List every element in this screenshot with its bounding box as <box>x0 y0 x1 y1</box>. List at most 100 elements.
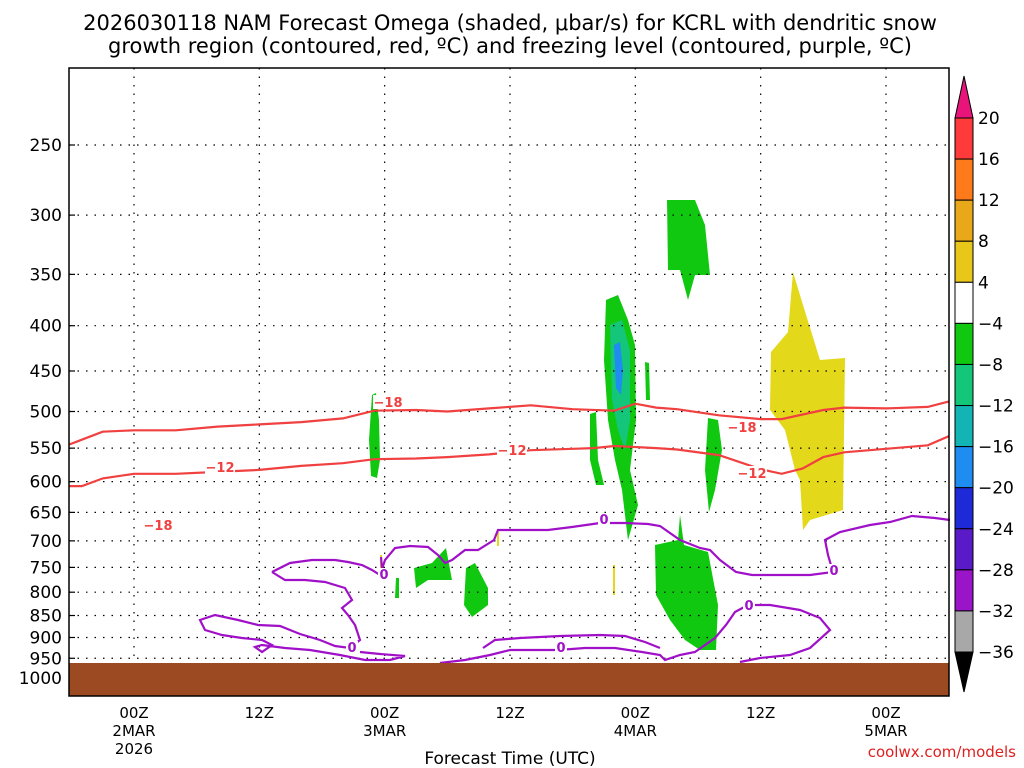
y-tick-label: 650 <box>30 503 62 523</box>
y-tick-label: 950 <box>30 649 62 669</box>
y-tick-label: 850 <box>30 607 62 627</box>
omega-region-green <box>464 563 488 617</box>
colorbar-top-cap <box>954 75 974 119</box>
freezing-level-contour <box>482 633 661 650</box>
freezing-level-label: 0 <box>347 641 356 656</box>
watermark: coolwx.com/models <box>868 743 1016 761</box>
y-tick-label: 450 <box>30 362 62 382</box>
contour-label-bg <box>497 443 527 457</box>
isotherm-label: −18 <box>144 519 173 534</box>
freezing-label-bg <box>555 641 567 654</box>
omega-region-green <box>395 578 399 598</box>
colorbar-label: −28 <box>978 561 1014 581</box>
isotherm-label: −18 <box>374 396 403 411</box>
contour-label-bg <box>727 420 757 434</box>
y-tick-label: 900 <box>30 628 62 648</box>
contour-label-bg <box>373 395 403 409</box>
freezing-level-contour <box>198 571 406 662</box>
freezing-label-bg <box>598 513 610 526</box>
y-tick-label: 700 <box>30 532 62 552</box>
plot-frame <box>68 67 950 697</box>
x-tick-label: 00Z <box>621 704 650 722</box>
x-tick-date: 5MAR <box>864 722 907 740</box>
y-tick-label: 400 <box>30 317 62 337</box>
colorbar: 20 16 12 8 4 −4 −8 −12 −16 −20 −24 −28 −32 −36 <box>954 75 1014 693</box>
chart-title-line2: growth region (contoured, red, ºC) and f… <box>108 34 912 58</box>
contour-label-bg <box>737 466 767 480</box>
x-tick-label: 12Z <box>746 704 775 722</box>
colorbar-swatch <box>954 240 974 283</box>
colorbar-label: −32 <box>978 602 1014 622</box>
omega-region-blue <box>614 342 623 395</box>
isotherm-line <box>69 435 950 488</box>
x-tick-label: 00Z <box>119 704 148 722</box>
colorbar-label: 20 <box>978 109 1000 129</box>
freezing-level-label: 0 <box>744 599 753 614</box>
colorbar-swatch <box>954 158 974 201</box>
x-tick-label: 00Z <box>370 704 399 722</box>
freezing-level-label: 0 <box>599 513 608 528</box>
colorbar-swatch <box>954 322 974 365</box>
colorbar-label: 8 <box>978 232 989 252</box>
colorbar-swatch <box>954 446 974 489</box>
isotherm-line <box>68 400 950 446</box>
colorbar-label: −24 <box>978 520 1014 540</box>
isotherm-label: −12 <box>498 444 527 459</box>
contour-label-bg <box>143 518 173 532</box>
colorbar-label: −8 <box>978 355 1003 375</box>
freezing-level-contours <box>97 514 951 672</box>
ground-terrain <box>69 663 949 696</box>
freezing-level-contour <box>439 603 832 665</box>
colorbar-label: −36 <box>978 643 1014 663</box>
omega-region-green <box>705 418 722 512</box>
y-tick-label: 600 <box>30 473 62 493</box>
x-tick-date: 4MAR <box>614 722 657 740</box>
isotherm-label: −12 <box>206 461 235 476</box>
y-tick-label: 500 <box>30 403 62 423</box>
colorbar-swatch <box>954 281 974 324</box>
x-tick-date: 3MAR <box>363 722 406 740</box>
omega-region-green <box>655 515 718 650</box>
isotherm-label: −12 <box>738 467 767 482</box>
colorbar-bottom-cap <box>954 651 974 693</box>
freezing-level-contour <box>271 514 951 577</box>
omega-region-yellow <box>497 532 499 546</box>
omega-shading <box>369 200 845 650</box>
colorbar-label: 16 <box>978 150 1000 170</box>
y-tick-label: 550 <box>30 439 62 459</box>
colorbar-label: 12 <box>978 191 1000 211</box>
y-tick-label: 350 <box>30 265 62 285</box>
y-tick-label: 250 <box>30 136 62 156</box>
omega-region-yellow <box>613 565 615 595</box>
y-axis-ticks: 2503003504004505005506006507007508008509… <box>19 136 75 689</box>
x-tick-label: 12Z <box>245 704 274 722</box>
freezing-label-bg <box>828 564 840 577</box>
y-tick-label: 750 <box>30 558 62 578</box>
freezing-level-label: 0 <box>829 564 838 579</box>
chart-title-line1: 2026030118 NAM Forecast Omega (shaded, μ… <box>83 11 937 35</box>
colorbar-swatch <box>954 610 974 653</box>
colorbar-swatch <box>954 117 974 160</box>
colorbar-label: −20 <box>978 479 1014 499</box>
y-tick-label: 800 <box>30 583 62 603</box>
y-tick-label: 300 <box>30 206 62 226</box>
omega-region-green <box>369 393 380 478</box>
colorbar-label: 4 <box>978 273 989 293</box>
x-axis-title: Forecast Time (UTC) <box>424 749 595 768</box>
contour-label-bg <box>205 460 235 474</box>
omega-region-green <box>667 200 710 300</box>
freezing-label-bg <box>743 599 755 612</box>
omega-region-yellow <box>770 272 845 530</box>
freezing-level-labels: 0 0 0 0 0 0 <box>346 513 840 656</box>
colorbar-swatch <box>954 405 974 448</box>
colorbar-label: −4 <box>978 314 1003 334</box>
freezing-label-bg <box>346 641 358 654</box>
colorbar-label: −16 <box>978 438 1014 458</box>
y-tick-label: 1000 <box>19 669 62 689</box>
x-tick-label: 12Z <box>495 704 524 722</box>
omega-region-green <box>645 362 650 400</box>
isotherm-contours: −18 −18 −18 −12 −12 −12 <box>68 395 950 534</box>
x-tick-year: 2026 <box>115 740 153 758</box>
